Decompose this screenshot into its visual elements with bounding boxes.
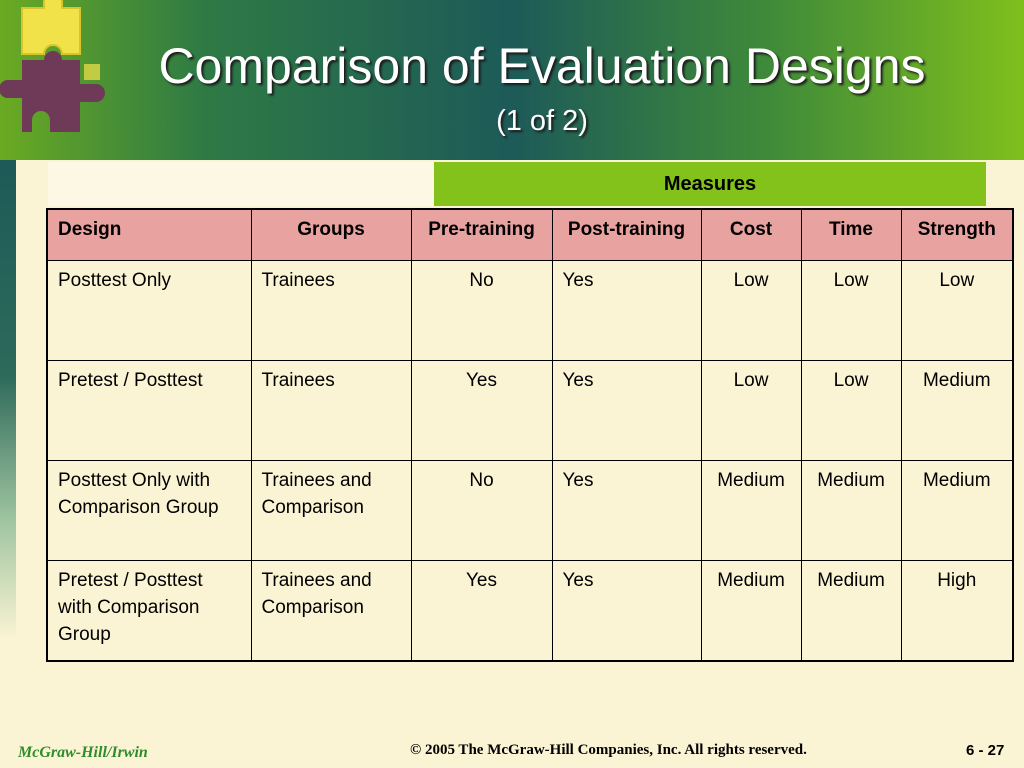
cell-design: Posttest Only (46, 260, 252, 361)
measures-band (434, 162, 986, 206)
cell-groups: Trainees (250, 360, 412, 461)
cell-groups: Trainees and Comparison (250, 560, 412, 662)
cell-groups: Trainees (250, 260, 412, 361)
cell-pre-training: Yes (410, 360, 553, 461)
cell-pre-training: Yes (410, 560, 553, 662)
cell-strength: High (900, 560, 1014, 662)
cell-strength: Medium (900, 360, 1014, 461)
cell-post-training: Yes (551, 260, 702, 361)
cell-post-training: Yes (551, 560, 702, 662)
evaluation-designs-table: Design Groups Pre-training Post-training… (46, 208, 1014, 662)
puzzle-pieces-icon (0, 0, 105, 132)
publisher-logo-text: McGraw-Hill/Irwin (18, 744, 148, 761)
column-header-cost: Cost (700, 208, 802, 261)
left-accent-strip (0, 160, 16, 640)
cell-groups: Trainees and Comparison (250, 460, 412, 561)
copyright-notice: © 2005 The McGraw-Hill Companies, Inc. A… (410, 742, 807, 758)
cell-cost: Medium (700, 460, 802, 561)
table-row: Pretest / Posttest Trainees Yes Yes Low … (46, 360, 1014, 461)
table-corner-blank (48, 162, 434, 206)
slide-title: Comparison of Evaluation Designs (158, 38, 926, 94)
title-banner (0, 0, 1024, 160)
column-header-post-training: Post-training (551, 208, 702, 261)
column-header-groups: Groups (250, 208, 412, 261)
cell-time: Low (800, 260, 902, 361)
slide-subtitle: (1 of 2) (496, 105, 588, 137)
table-row: Posttest Only Trainees No Yes Low Low Lo… (46, 260, 1014, 361)
cell-cost: Low (700, 360, 802, 461)
cell-time: Low (800, 360, 902, 461)
cell-time: Medium (800, 460, 902, 561)
cell-post-training: Yes (551, 460, 702, 561)
column-header-pre-training: Pre-training (410, 208, 553, 261)
cell-design: Posttest Only with Comparison Group (46, 460, 252, 561)
cell-cost: Low (700, 260, 802, 361)
column-header-strength: Strength (900, 208, 1014, 261)
cell-strength: Medium (900, 460, 1014, 561)
cell-pre-training: No (410, 460, 553, 561)
cell-strength: Low (900, 260, 1014, 361)
cell-post-training: Yes (551, 360, 702, 461)
cell-pre-training: No (410, 260, 553, 361)
cell-design: Pretest / Posttest with Comparison Group (46, 560, 252, 662)
column-header-design: Design (46, 208, 252, 261)
measures-group-header: Measures (663, 173, 757, 195)
column-header-time: Time (800, 208, 902, 261)
table-header-row: Design Groups Pre-training Post-training… (46, 208, 1014, 261)
cell-time: Medium (800, 560, 902, 662)
page-number: 6 - 27 (966, 742, 1005, 759)
table-row: Posttest Only with Comparison Group Trai… (46, 460, 1014, 561)
cell-design: Pretest / Posttest (46, 360, 252, 461)
table-row: Pretest / Posttest with Comparison Group… (46, 560, 1014, 662)
cell-cost: Medium (700, 560, 802, 662)
